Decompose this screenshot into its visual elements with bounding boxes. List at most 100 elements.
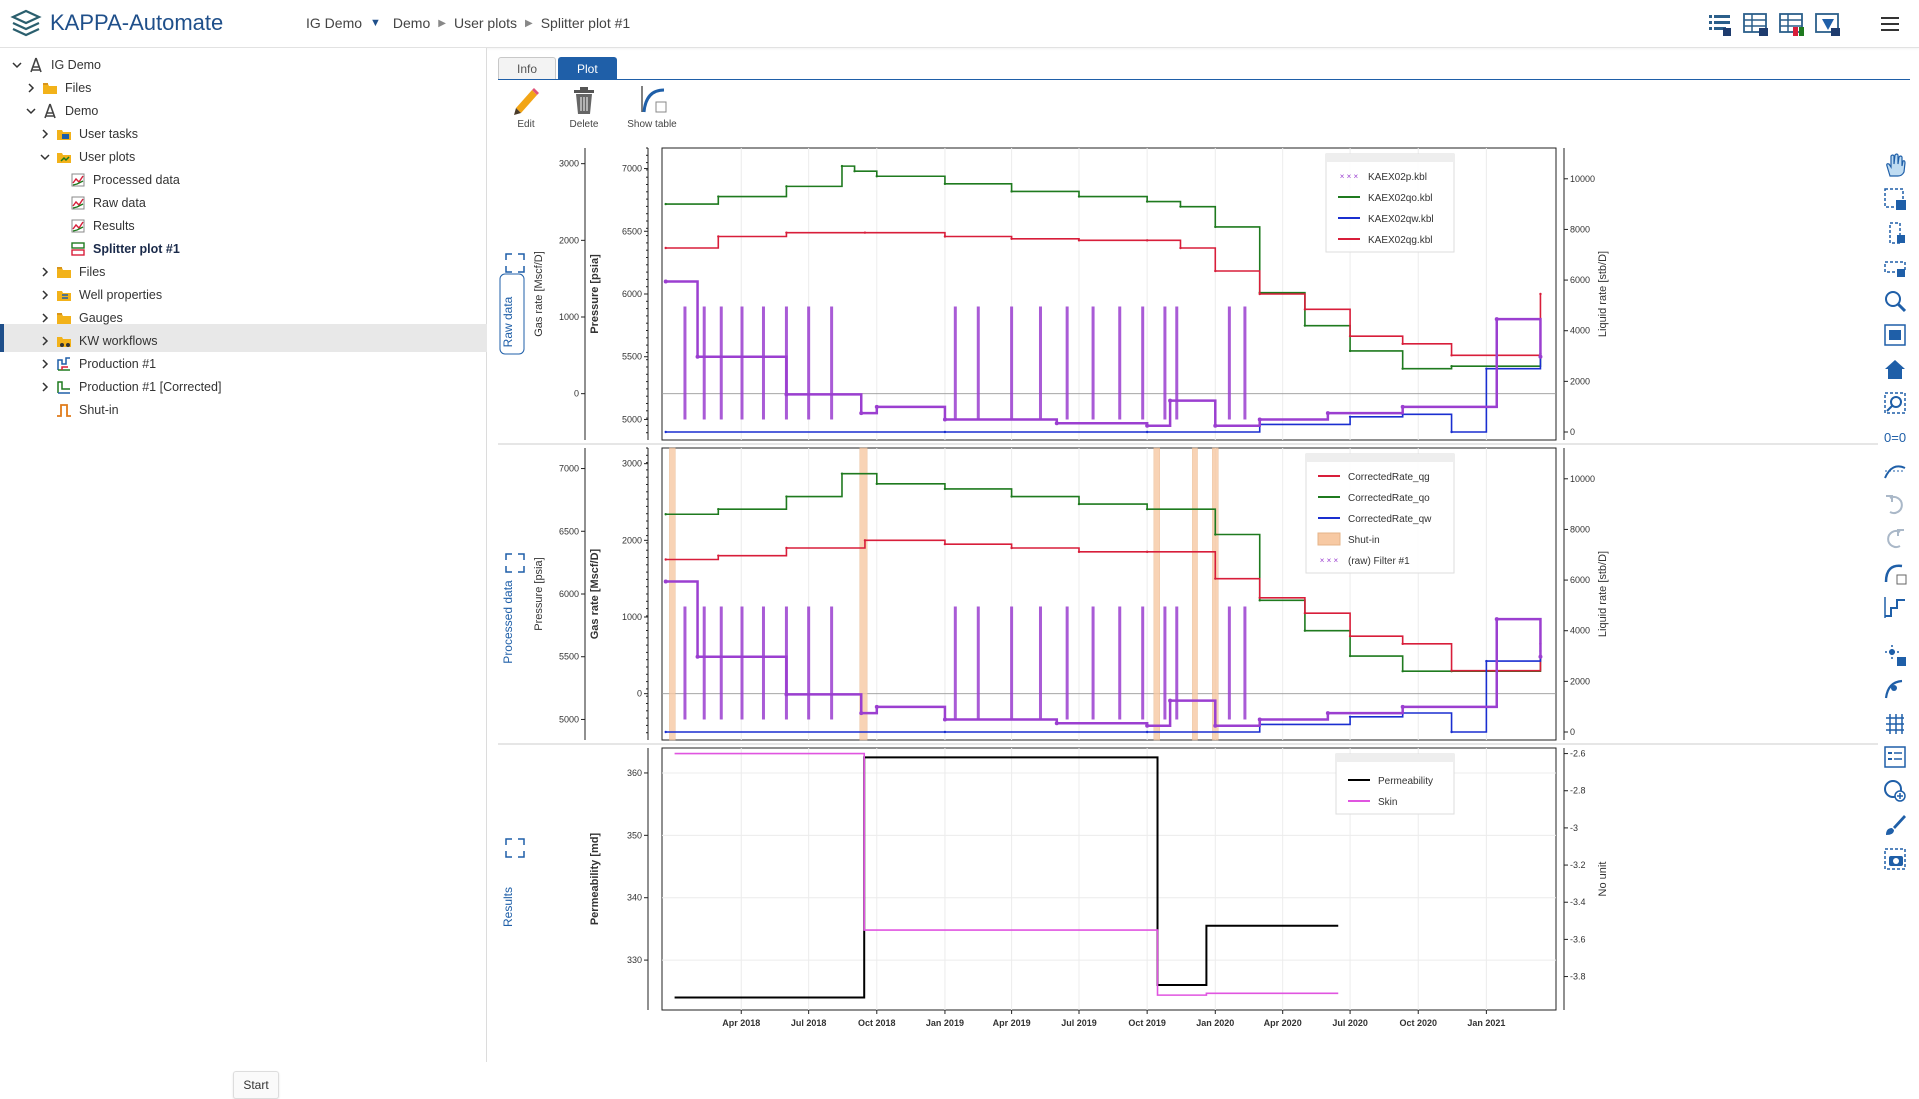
kappa-logo-icon[interactable]: [10, 9, 42, 39]
chevron-down-icon[interactable]: [38, 150, 52, 164]
undo-icon[interactable]: [1882, 492, 1908, 518]
pan-hand-icon[interactable]: [1882, 152, 1908, 178]
shut-in-band: [1153, 447, 1160, 741]
legend-toggle-icon[interactable]: [1882, 744, 1908, 770]
chevron-right-icon[interactable]: [38, 288, 52, 302]
favorites-icon[interactable]: [1814, 10, 1842, 38]
series-line: [665, 539, 1542, 672]
chevron-down-icon[interactable]: [24, 104, 38, 118]
zoom-area-icon[interactable]: [1882, 322, 1908, 348]
grid-alert-icon[interactable]: [1778, 10, 1806, 38]
annotation-icon[interactable]: [1882, 778, 1908, 804]
expand-icon[interactable]: [505, 553, 525, 573]
tree-item[interactable]: Raw data: [52, 190, 146, 216]
curve-edit-icon[interactable]: [1882, 676, 1908, 702]
tree-item[interactable]: Shut-in: [38, 397, 119, 423]
home-icon[interactable]: [1882, 356, 1908, 382]
app-title[interactable]: KAPPA-Automate: [50, 10, 224, 35]
tree-item[interactable]: IG Demo: [10, 52, 101, 78]
start-button[interactable]: Start: [233, 1071, 279, 1099]
data-point: [1077, 195, 1081, 198]
tree-item-label: Demo: [65, 104, 99, 118]
show-table-button[interactable]: Show table: [622, 82, 682, 138]
panel-title-box[interactable]: [499, 273, 525, 355]
grid-toggle-icon[interactable]: [1882, 710, 1908, 736]
data-point: [785, 185, 788, 188]
y-tick-label: 4000: [1570, 326, 1590, 336]
curve-tool-icon[interactable]: [1882, 560, 1908, 586]
x-tick-label: Apr 2018: [722, 1018, 760, 1028]
x-select-icon[interactable]: [1882, 220, 1908, 246]
svg-text:0=0: 0=0: [1884, 430, 1906, 445]
data-point: [1145, 239, 1149, 242]
chevron-right-icon[interactable]: [38, 380, 52, 394]
add-point-icon[interactable]: [1882, 642, 1908, 668]
zoom-icon[interactable]: [1882, 288, 1908, 314]
header-toolbar: [1706, 10, 1850, 38]
tree-item[interactable]: Production #1: [38, 351, 156, 377]
edit-button[interactable]: Edit: [498, 82, 554, 138]
chevron-down-icon[interactable]: [10, 58, 24, 72]
chevron-right-icon[interactable]: [24, 81, 38, 95]
screenshot-icon[interactable]: [1882, 846, 1908, 872]
folder-tasks-icon: [57, 130, 71, 140]
tree-item[interactable]: Gauges: [38, 305, 123, 331]
brush-icon[interactable]: [1882, 812, 1908, 838]
folder-properties-icon: [57, 291, 71, 301]
y-select-icon[interactable]: [1882, 254, 1908, 280]
y-tick-label: 7000: [622, 164, 642, 174]
tree-item[interactable]: Files: [38, 259, 105, 285]
tab-info[interactable]: Info: [498, 57, 557, 79]
zoom-fit-icon[interactable]: [1882, 390, 1908, 416]
tree-item[interactable]: User tasks: [38, 121, 138, 147]
tree-item[interactable]: User plots: [38, 144, 135, 170]
zero-equals-zero-icon[interactable]: 0=0: [1882, 424, 1908, 450]
x-tick-label: Jul 2020: [1332, 1018, 1368, 1028]
chevron-right-icon[interactable]: [38, 265, 52, 279]
y-tick-label: -2.8: [1570, 786, 1586, 796]
delete-button[interactable]: Delete: [556, 82, 612, 138]
steps-tool-icon[interactable]: [1882, 594, 1908, 620]
y-axis-label: Pressure [psia]: [589, 254, 601, 334]
chevron-right-icon[interactable]: [38, 127, 52, 141]
table-view-icon[interactable]: [1742, 10, 1770, 38]
splitter-plot[interactable]: Raw data Processed data Results 0 1000 2000 30…: [498, 144, 1878, 1029]
y-tick-label: 330: [627, 955, 642, 965]
breadcrumb-item[interactable]: Demo: [392, 15, 431, 31]
hamburger-menu-icon[interactable]: [1878, 13, 1902, 35]
tree-item[interactable]: Processed data: [52, 167, 180, 193]
data-point: [1054, 721, 1059, 726]
tree-item[interactable]: KW workflows: [38, 328, 157, 354]
chevron-right-icon[interactable]: [38, 334, 52, 348]
tree-item[interactable]: Production #1 [Corrected]: [38, 374, 221, 400]
data-point: [1214, 577, 1217, 580]
data-point: [1450, 354, 1453, 357]
tree-item[interactable]: Files: [24, 75, 91, 101]
derrick-icon: [30, 57, 42, 73]
tree-item[interactable]: Results: [52, 213, 135, 239]
line-tool-icon[interactable]: [1882, 458, 1908, 484]
redo-icon[interactable]: [1882, 526, 1908, 552]
data-point: [1303, 629, 1307, 632]
task-list-icon[interactable]: [1706, 10, 1734, 38]
data-point: [1348, 349, 1352, 353]
box-select-icon[interactable]: [1882, 186, 1908, 212]
expand-icon[interactable]: [505, 838, 525, 858]
chevron-right-icon[interactable]: [38, 357, 52, 371]
tree-item[interactable]: Well properties: [38, 282, 162, 308]
breadcrumb-item[interactable]: IG Demo: [306, 15, 363, 31]
shut-in-band: [1192, 447, 1198, 741]
legend-label: CorrectedRate_qg: [1348, 472, 1430, 483]
caret-down-icon[interactable]: ▼: [370, 17, 381, 29]
y-tick-label: 0: [574, 389, 579, 399]
tree-item[interactable]: Splitter plot #1: [52, 236, 180, 262]
breadcrumb-item[interactable]: User plots: [453, 15, 517, 31]
y-tick-label: 10000: [1570, 174, 1595, 184]
chevron-right-icon[interactable]: [38, 311, 52, 325]
tab-plot[interactable]: Plot: [558, 57, 617, 79]
tree-item[interactable]: Demo: [24, 98, 98, 124]
data-point: [695, 354, 700, 359]
data-point: [1450, 730, 1453, 734]
y-tick-label: 5000: [559, 714, 579, 724]
expand-icon[interactable]: [505, 253, 525, 273]
